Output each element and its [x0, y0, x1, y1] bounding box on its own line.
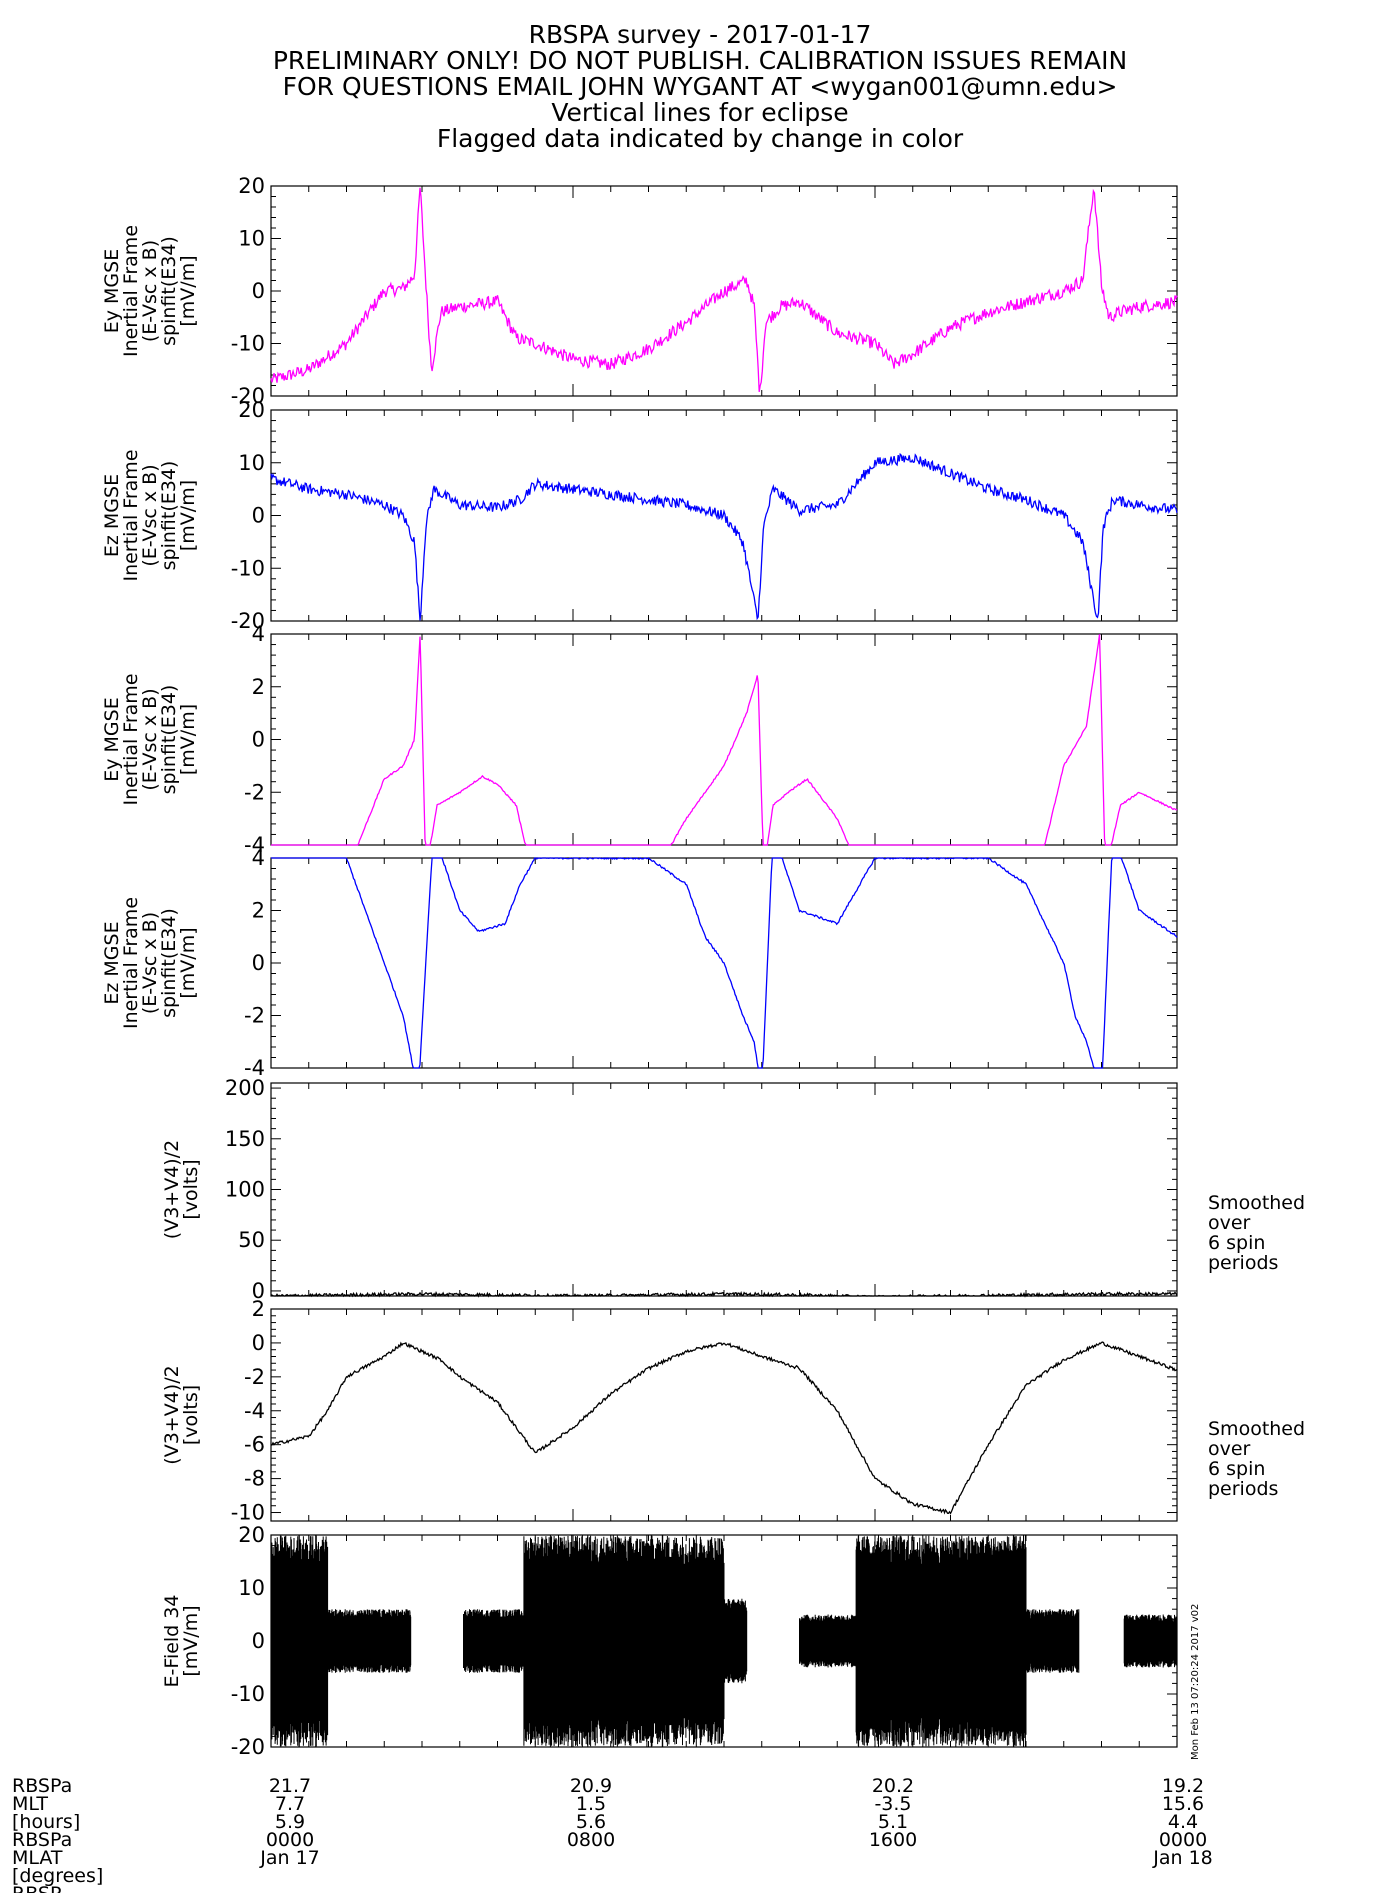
panel-3-series-line [271, 857, 1178, 1069]
panel-2-ylabel-line-1: Inertial Frame [120, 673, 142, 805]
chart-subtitle-eclipse: Vertical lines for eclipse [551, 98, 849, 127]
panel-4-frame [270, 1082, 1178, 1297]
panel-4-ytick-label-1: 150 [225, 1127, 265, 1151]
panel-0-ylabel-line-2: (E-Vsc x B) [139, 240, 161, 342]
panel-5-ytick-label-5: -8 [244, 1467, 265, 1491]
panel-4-series-line [270, 1290, 1178, 1298]
panel-2-series-line [271, 634, 1178, 846]
panel-6-ytick-label-1: 10 [238, 1576, 265, 1600]
footer-column-2: 20.2 -3.5 5.1 1600 [868, 1775, 918, 1851]
panel-5-ytick-label-1: 0 [252, 1331, 265, 1355]
panel-1-ytick-label-2: 0 [252, 504, 265, 528]
panel-1-ylabel-line-2: (E-Vsc x B) [139, 464, 161, 566]
panel-0-ytick-label-4: -20 [231, 384, 265, 408]
panel-6-burst-5 [799, 1614, 857, 1668]
panel-1-series-line [270, 452, 1178, 621]
panel-2-ytick-label-3: -2 [244, 780, 265, 804]
panel-5-series-line [270, 1341, 1178, 1515]
panel-3-ytick-label-0: 4 [252, 846, 265, 870]
chart-title: RBSPA survey - 2017-01-17 [528, 20, 872, 49]
panel-5-frame [270, 1308, 1178, 1522]
side-note-voltage-2: Smoothed over 6 spin periods [1208, 1418, 1306, 1500]
panel-0-ylabel-line-0: Ey MGSE [101, 249, 123, 333]
panel-2-ylabel-line-0: Ey MGSE [101, 697, 123, 781]
panel-0-ytick-label-0: 20 [238, 174, 265, 198]
panel-3-ytick-label-3: -2 [244, 1004, 265, 1028]
panel-0-ylabel-line-4: [mV/m] [177, 255, 199, 326]
panel-1-ytick-label-1: 10 [238, 451, 265, 475]
panel-6-burst-2 [463, 1609, 525, 1673]
timestamp-stamp: Mon Feb 13 07:20:24 2017 v02 [1190, 1603, 1201, 1760]
chart-subtitle-contact: FOR QUESTIONS EMAIL JOHN WYGANT AT <wyga… [282, 72, 1118, 101]
panel-3-ytick-label-4: -4 [244, 1056, 265, 1080]
panel-2-ytick-label-1: 2 [252, 675, 265, 699]
panel-5-ytick-label-0: 2 [252, 1297, 265, 1321]
panel-2-ylabel-line-2: (E-Vsc x B) [139, 688, 161, 790]
panel-6-ytick-label-0: 20 [238, 1523, 265, 1547]
panel-1-ytick-label-3: -10 [231, 556, 265, 580]
panel-2-frame [270, 633, 1178, 846]
panel-1-ylabel-line-0: Ez MGSE [101, 474, 123, 557]
panel-4-ylabel-line-0: (V3+V4)/2 [161, 1140, 183, 1239]
panel-6-ytick-label-4: -20 [231, 1735, 265, 1759]
panel-1-ytick-label-4: -20 [231, 609, 265, 633]
panel-2-ytick-label-4: -4 [244, 833, 265, 857]
panel-4-ylabel-line-1: [volts] [180, 1159, 202, 1219]
panel-6-burst-7 [1025, 1609, 1080, 1673]
panel-6-ytick-label-2: 0 [252, 1629, 265, 1653]
panel-1-frame [270, 409, 1178, 622]
panel-4-ytick-label-3: 50 [238, 1228, 265, 1252]
panel-6-burst-6 [855, 1535, 1027, 1747]
panel-2-ytick-label-2: 0 [252, 728, 265, 752]
panel-1-ylabel-line-4: [mV/m] [177, 480, 199, 551]
panel-3-ylabel-line-3: spinfit(E34) [158, 908, 180, 1018]
panel-5-ytick-label-2: -2 [244, 1365, 265, 1389]
panel-5-ytick-label-3: -4 [244, 1399, 265, 1423]
panel-2-ylabel-line-4: [mV/m] [177, 704, 199, 775]
chart-subtitle-flagged: Flagged data indicated by change in colo… [436, 124, 964, 153]
footer-column-0: 21.7 7.7 5.9 0000 Jan 17 [260, 1775, 320, 1869]
panel-6-burst-1 [327, 1609, 412, 1673]
panel-0-ylabel-line-1: Inertial Frame [120, 225, 142, 357]
panel-3-ytick-label-1: 2 [252, 899, 265, 923]
panel-6-burst-3 [523, 1535, 725, 1747]
panel-3-ytick-label-2: 0 [252, 951, 265, 975]
panel-3-ylabel-line-2: (E-Vsc x B) [139, 912, 161, 1014]
panel-6-burst-0 [270, 1535, 329, 1747]
panel-6-ylabel-line-0: E-Field 34 [161, 1595, 183, 1688]
panel-0-series-line [270, 187, 1178, 393]
panel-5-ylabel-line-1: [volts] [180, 1385, 202, 1445]
panel-1-ylabel-line-3: spinfit(E34) [158, 461, 180, 571]
panel-4-ytick-label-4: 0 [252, 1279, 265, 1303]
panel-3-ylabel-line-1: Inertial Frame [120, 897, 142, 1029]
footer-row-labels: RBSPa MLT [hours] RBSPa MLAT [degrees] R… [12, 1775, 104, 1894]
panel-0-ytick-label-1: 10 [238, 227, 265, 251]
chart-title-block: RBSPA survey - 2017-01-17 PRELIMINARY ON… [0, 22, 1400, 152]
footer-column-1: 20.9 1.5 5.6 0800 [566, 1775, 616, 1851]
footer-column-3: 19.2 15.6 4.4 0000 Jan 18 [1153, 1775, 1213, 1869]
panel-6-ylabel-line-1: [mV/m] [180, 1605, 202, 1676]
panel-4-ytick-label-2: 100 [225, 1178, 265, 1202]
panel-3-ylabel-line-0: Ez MGSE [101, 921, 123, 1004]
panel-5-ytick-label-6: -10 [231, 1501, 265, 1525]
panel-4-ytick-label-0: 200 [225, 1076, 265, 1100]
side-note-voltage-1: Smoothed over 6 spin periods [1208, 1192, 1306, 1274]
panel-3-ylabel-line-4: [mV/m] [177, 927, 199, 998]
chart-subtitle-warning: PRELIMINARY ONLY! DO NOT PUBLISH. CALIBR… [272, 46, 1128, 75]
panel-0-ylabel-line-3: spinfit(E34) [158, 236, 180, 346]
panel-6-ytick-label-3: -10 [231, 1682, 265, 1706]
panel-6-burst-4 [723, 1598, 748, 1684]
panel-2-ytick-label-0: 4 [252, 622, 265, 646]
panel-1-ytick-label-0: 20 [238, 398, 265, 422]
panel-5-ytick-label-4: -6 [244, 1433, 265, 1457]
panel-2-ylabel-line-3: spinfit(E34) [158, 685, 180, 795]
panel-0-ytick-label-3: -10 [231, 332, 265, 356]
panel-0-ytick-label-2: 0 [252, 279, 265, 303]
panel-5-ylabel-line-0: (V3+V4)/2 [161, 1365, 183, 1464]
panel-1-ylabel-line-1: Inertial Frame [120, 449, 142, 581]
panel-6-burst-8 [1123, 1614, 1178, 1668]
